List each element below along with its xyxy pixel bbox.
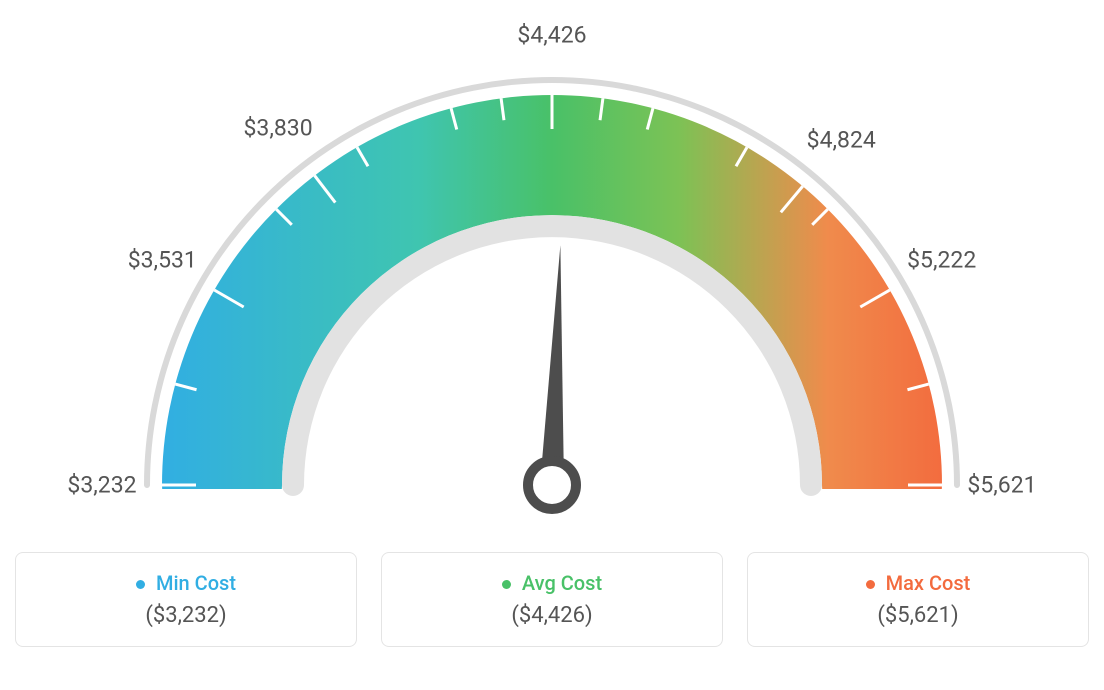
avg-dot <box>502 580 511 589</box>
gauge-tick-label: $4,426 <box>517 22 586 49</box>
min-cost-card: Min Cost ($3,232) <box>15 552 357 647</box>
max-dot <box>866 580 875 589</box>
min-dot <box>136 580 145 589</box>
gauge-tick-label: $4,824 <box>807 127 876 154</box>
gauge-tick-label: $3,531 <box>128 247 197 274</box>
gauge-tick-label: $5,222 <box>907 247 976 274</box>
max-cost-label: Max Cost <box>886 571 971 595</box>
gauge-chart: $3,232 $3,531 $3,830 $4,426 $4,824 $5,222 $5,6… <box>0 0 1104 540</box>
gauge-tick-label: $3,830 <box>243 114 312 141</box>
avg-cost-title: Avg Cost <box>402 571 702 595</box>
avg-cost-value: ($4,426) <box>402 603 702 628</box>
max-cost-card: Max Cost ($5,621) <box>747 552 1089 647</box>
max-cost-title: Max Cost <box>768 571 1068 595</box>
max-cost-value: ($5,621) <box>768 603 1068 628</box>
min-cost-title: Min Cost <box>36 571 336 595</box>
gauge-tick-label: $5,621 <box>967 472 1036 499</box>
gauge-tick-label: $3,232 <box>67 472 136 499</box>
avg-cost-label: Avg Cost <box>522 571 602 595</box>
legend-row: Min Cost ($3,232) Avg Cost ($4,426) Max … <box>0 552 1104 647</box>
min-cost-label: Min Cost <box>156 571 236 595</box>
avg-cost-card: Avg Cost ($4,426) <box>381 552 723 647</box>
min-cost-value: ($3,232) <box>36 603 336 628</box>
